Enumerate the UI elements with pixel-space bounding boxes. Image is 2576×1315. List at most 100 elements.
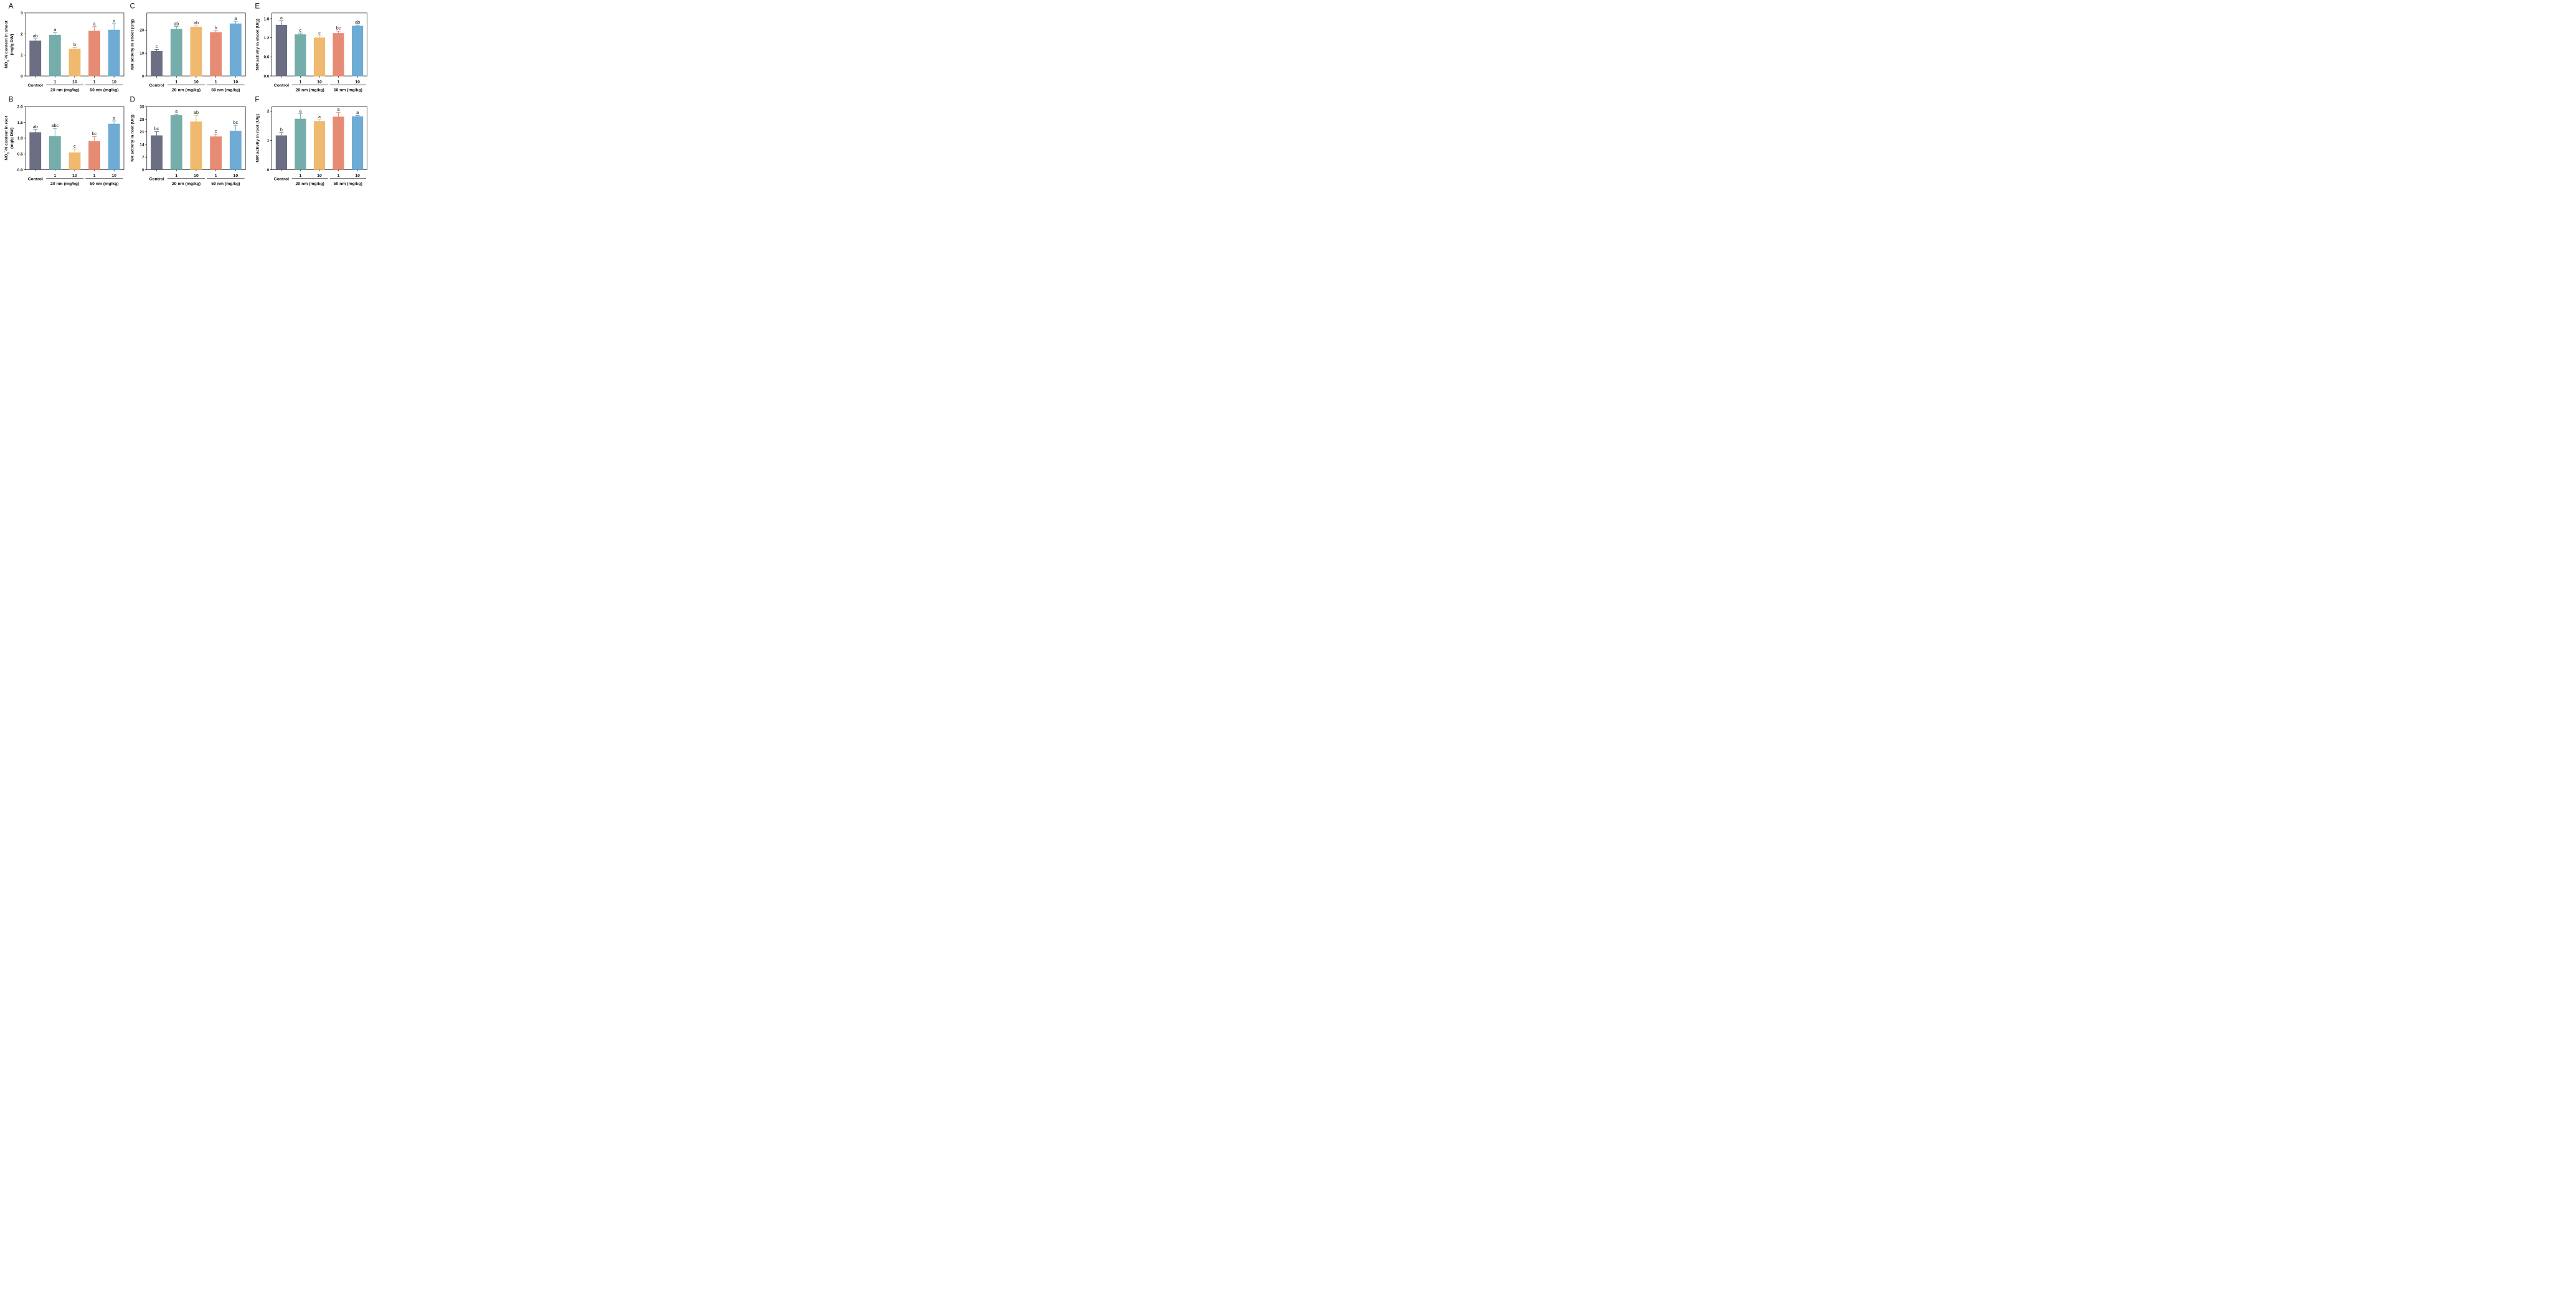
y-tick-label: 0 [142,74,144,78]
y-tick-label: 2 [21,32,23,37]
group-label: 50 nm (mg/kg) [90,88,118,93]
significance-letter: a [54,27,56,32]
group-label: 50 nm (mg/kg) [334,182,362,186]
significance-letter: b [280,126,283,132]
y-tick-label: 7 [142,156,144,160]
significance-letter: a [337,106,340,112]
bar [49,136,61,170]
significance-letter: c [156,44,158,49]
x-category-label: 1 [300,174,302,178]
significance-letter: c [300,27,302,33]
group-label: 50 nm (mg/kg) [334,88,362,93]
y-tick-label: 1 [267,139,270,143]
x-category-label: 10 [355,174,360,178]
bar [151,135,163,170]
bar [210,32,222,77]
significance-letter: c [73,143,76,149]
panel-f: F 0 1 2 b Control a 1 a 10 a 1 a 10 20 nm (mg/kg) 50 nm… [255,96,367,186]
x-category-label: 1 [300,80,302,84]
significance-letter: ab [174,21,179,26]
y-tick-label: 20 [139,29,144,33]
bar [68,49,81,77]
y-label-part: -N content in root [4,116,9,151]
x-category-label: 10 [317,174,322,178]
bar [88,31,100,77]
y-tick-label: 0 [142,168,144,172]
bar [68,152,81,170]
y-label-subscript: 3 [6,152,10,154]
y-label-part: NO [4,62,9,68]
panel-d: D 0 7 14 21 28 35 bc Control a 1 ab 10 c 1 bc 10 20 nm (m… [130,96,246,186]
bar [333,116,344,170]
y-tick-label: 2 [267,110,270,114]
y-axis-label: NiR activity in root (U/g) [255,114,260,163]
y-tick-label: 35 [139,105,144,110]
y-axis-label: NO3--N content in shoot [4,20,10,68]
bar [210,136,222,170]
y-label-superscript: - [4,151,7,153]
x-category-label: 1 [175,174,177,178]
significance-letter: ab [355,19,360,25]
significance-letter: ab [33,33,38,39]
bar [88,141,100,170]
bar [275,135,287,170]
bar [229,130,242,170]
panel-c: C 0 10 20 c Control ab 1 ab 10 b 1 a 10 20 nm (mg/kg) 5… [130,2,246,93]
group-label: 50 nm (mg/kg) [211,88,240,93]
significance-letter: c [215,128,217,134]
bar [333,33,344,77]
y-tick-label: 0.0 [264,74,270,78]
y-label-part: NO [4,154,9,161]
x-category-label: Control [28,177,43,182]
y-axis-label: NR activity in root (U/g) [131,115,135,162]
panel-b: B 0.0 0.5 1.0 1.5 2.0 ab Control abc 1 c 10 bc 1 a 10 20… [4,96,125,186]
group-label: 20 nm (mg/kg) [172,88,201,93]
group-label: 50 nm (mg/kg) [90,182,118,186]
significance-letter: a [280,15,283,21]
significance-letter: b [215,25,217,31]
bar [229,23,242,77]
bar [295,118,306,170]
y-axis-unit: (mg/g DW) [10,128,14,149]
bar [29,40,42,77]
bar [29,132,42,170]
x-category-label: 10 [355,80,360,84]
y-tick-label: 3 [21,11,23,16]
x-category-label: 10 [194,80,199,84]
bar [190,121,202,170]
significance-letter: ab [194,20,199,26]
y-tick-label: 1.8 [264,17,270,21]
x-category-label: 1 [337,80,340,84]
x-category-label: 1 [215,80,217,84]
significance-letter: abc [52,123,59,128]
y-tick-label: 1 [21,54,23,58]
group-label: 20 nm (mg/kg) [296,88,324,93]
significance-letter: a [318,114,321,120]
significance-letter: c [318,30,321,35]
bar [352,116,364,170]
panel-e: E 0.0 0.6 1.2 1.8 a Control c 1 c 10 bc 1 ab 10 20 nm (… [255,2,367,93]
y-tick-label: 0.0 [17,168,23,172]
x-category-label: Control [274,83,289,88]
y-tick-label: 10 [139,52,144,56]
y-tick-label: 1.0 [17,136,23,141]
y-label-superscript: - [4,59,7,60]
y-tick-label: 1.5 [17,121,23,125]
panel-letter: C [130,2,135,10]
bar [352,26,364,77]
y-axis-label: NR activity in shoot (U/g) [131,19,135,70]
bar [313,121,326,170]
x-category-label: 1 [175,80,177,84]
group-label: 20 nm (mg/kg) [50,182,79,186]
group-label: 50 nm (mg/kg) [211,182,240,186]
y-tick-label: 21 [139,130,144,134]
bar [313,37,326,77]
bar [295,34,306,77]
x-category-label: Control [149,83,164,88]
x-category-label: 10 [234,174,238,178]
y-label-part: -N content in shoot [4,20,9,59]
y-tick-label: 14 [139,143,144,147]
panel-letter: A [9,2,14,10]
panel-letter: F [255,96,259,104]
group-label: 20 nm (mg/kg) [296,182,324,186]
